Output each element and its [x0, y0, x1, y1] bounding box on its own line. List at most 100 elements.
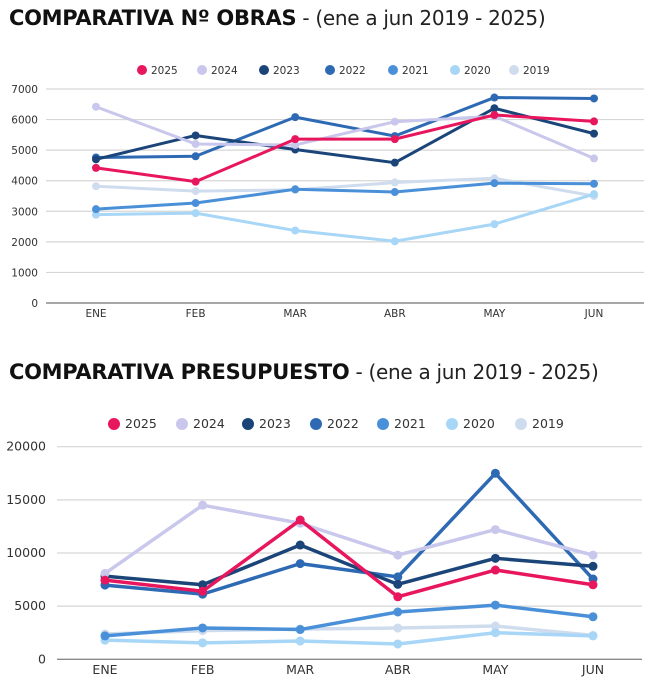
data-point-2024-jun: [590, 154, 598, 163]
series-2024: [92, 102, 598, 163]
series-line-2024: [103, 503, 595, 576]
chart1-title-subtitle: - (ene a jun 2019 - 2025): [296, 6, 546, 30]
data-point-2023-abr: [393, 579, 403, 589]
y-tick-label: 4000: [11, 176, 38, 188]
legend-marker-2021: [388, 65, 398, 75]
data-point-2025-jun: [588, 580, 598, 590]
legend-marker-2025: [137, 65, 147, 75]
data-point-2021-mar: [291, 185, 300, 194]
legend-marker-2019: [515, 418, 527, 430]
legend-marker-2024: [176, 418, 188, 430]
legend-item-2020: 2020: [446, 416, 495, 431]
legend-label-2023: 2023: [259, 416, 291, 431]
data-point-2021-ene: [100, 631, 110, 641]
data-point-2021-may: [490, 179, 499, 188]
legend-label-2021: 2021: [402, 65, 429, 77]
legend-item-2025: 2025: [137, 65, 178, 77]
legend-item-2022: 2022: [310, 416, 359, 431]
series-line-2023: [103, 543, 595, 587]
y-tick-label: 6000: [11, 115, 38, 127]
series-2022: [100, 468, 598, 599]
data-point-2025-abr: [393, 592, 403, 602]
x-tick-label: FEB: [186, 308, 206, 320]
legend-label-2023: 2023: [273, 65, 300, 77]
data-point-2020-feb: [198, 638, 208, 648]
legend-label-2022: 2022: [327, 416, 359, 431]
data-point-2021-ene: [92, 205, 100, 214]
data-point-2021-feb: [198, 623, 208, 633]
legend-label-2022: 2022: [339, 65, 366, 77]
x-tick-label: ENE: [92, 662, 117, 677]
legend-marker-2023: [242, 418, 254, 430]
chart2-title-subtitle: - (ene a jun 2019 - 2025): [349, 360, 599, 384]
data-point-2024-feb: [198, 500, 208, 510]
data-point-2021-mar: [295, 625, 305, 635]
x-tick-label: ABR: [384, 308, 406, 320]
x-tick-label: MAY: [482, 662, 508, 677]
data-point-2024-ene: [100, 568, 110, 578]
y-tick-label: 10000: [6, 545, 46, 560]
series-line-2021: [103, 603, 595, 638]
data-point-2020-feb: [191, 209, 200, 218]
data-point-2023-may: [490, 104, 499, 113]
legend-item-2024: 2024: [197, 65, 238, 77]
legend: 2025 2024 2023 2022 2021 2020 2019: [137, 65, 550, 77]
data-point-2022-feb: [191, 152, 200, 161]
series-2025: [100, 515, 598, 602]
chart1-title: COMPARATIVA Nº OBRAS - (ene a jun 2019 -…: [9, 6, 546, 30]
series-line-2025: [94, 113, 596, 184]
x-tick-label: JUN: [584, 308, 604, 320]
series-2022: [92, 93, 598, 162]
series-line-2025: [103, 518, 595, 599]
data-point-2022-abr: [393, 572, 403, 582]
data-point-2020-may: [490, 628, 500, 638]
data-point-2023-mar: [295, 540, 305, 550]
legend-label-2019: 2019: [532, 416, 564, 431]
data-point-2021-feb: [191, 199, 200, 208]
legend-item-2024: 2024: [176, 416, 225, 431]
y-tick-label: 1000: [11, 267, 38, 279]
y-tick-label: 5000: [11, 145, 38, 157]
legend: 2025 2024 2023 2022 2021 2020 2019: [108, 416, 564, 431]
data-point-2020-mar: [295, 636, 305, 646]
data-point-2022-mar: [295, 559, 305, 569]
legend-item-2021: 2021: [377, 416, 426, 431]
series-line-2020: [103, 630, 595, 646]
legend-item-2019: 2019: [515, 416, 564, 431]
legend-item-2022: 2022: [325, 65, 366, 77]
legend-item-2021: 2021: [388, 65, 429, 77]
data-point-2019-abr: [393, 623, 403, 633]
series-line-2021: [94, 181, 596, 211]
data-point-2021-may: [490, 600, 500, 610]
data-point-2020-jun: [588, 631, 598, 641]
y-tick-label: 15000: [6, 492, 46, 507]
x-tick-label: JUN: [581, 662, 604, 677]
y-tick-label: 0: [31, 298, 38, 310]
legend-marker-2019: [509, 65, 519, 75]
data-point-2023-abr: [390, 158, 399, 167]
data-point-2024-ene: [92, 102, 100, 111]
x-tick-label: FEB: [191, 662, 215, 677]
legend-label-2024: 2024: [211, 65, 238, 77]
legend-label-2025: 2025: [151, 65, 178, 77]
legend-label-2024: 2024: [193, 416, 225, 431]
data-point-2025-abr: [390, 135, 399, 144]
data-point-2021-jun: [590, 179, 598, 188]
series-line-2019: [94, 176, 596, 198]
x-tick-label: MAR: [283, 308, 307, 320]
legend-label-2021: 2021: [394, 416, 426, 431]
legend-label-2019: 2019: [523, 65, 550, 77]
chart2-title-bold: COMPARATIVA PRESUPUESTO: [9, 360, 350, 384]
series-line-2019: [103, 624, 595, 638]
data-point-2023-ene: [92, 155, 100, 164]
legend-marker-2022: [310, 418, 322, 430]
data-point-2024-may: [490, 525, 500, 535]
series-2025: [92, 110, 598, 186]
data-point-2023-jun: [590, 129, 598, 138]
obras-line-chart: 0 1000 2000 3000 4000 5000 6000 7000 ENE FEB MAR AB…: [11, 65, 644, 320]
legend-item-2020: 2020: [450, 65, 491, 77]
data-point-2025-feb: [191, 177, 200, 186]
data-point-2024-mar: [291, 140, 300, 149]
x-tick-label: MAY: [483, 308, 505, 320]
